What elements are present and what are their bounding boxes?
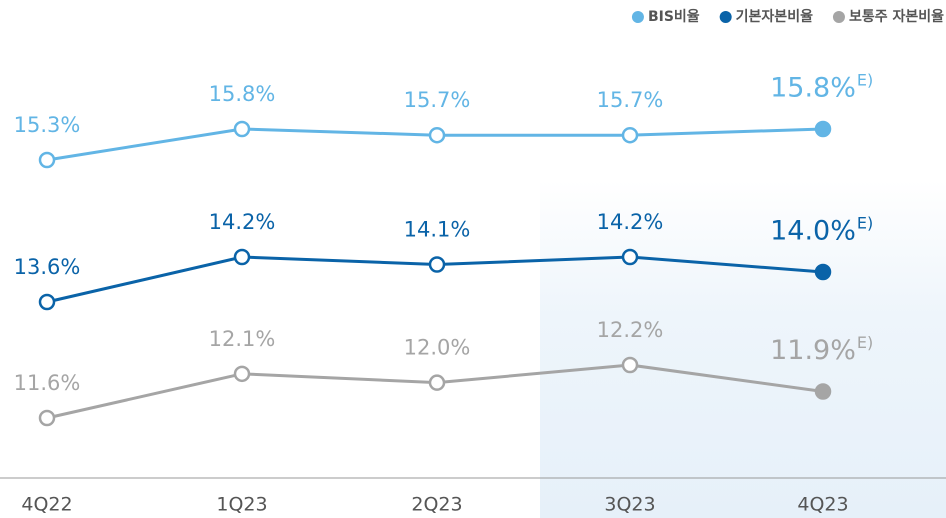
point — [814, 383, 832, 400]
estimate-mark: E) — [857, 333, 873, 352]
estimate-mark: E) — [857, 71, 873, 90]
value-label: 12.2% — [597, 318, 664, 342]
legend-swatch — [719, 11, 732, 23]
value-label: 14.0% — [770, 216, 856, 247]
legend-label: 보통주 자본비율 — [849, 8, 944, 25]
legend-swatch — [631, 11, 644, 23]
point — [233, 120, 251, 138]
point — [233, 248, 251, 266]
highlight-band — [540, 180, 946, 518]
point — [38, 151, 56, 169]
legend-swatch — [832, 11, 845, 23]
estimate-mark: E) — [857, 214, 873, 233]
point — [814, 120, 832, 138]
point — [621, 248, 639, 266]
legend-label: 기본자본비율 — [736, 8, 813, 25]
value-label: 15.7% — [597, 88, 664, 112]
value-label: 14.1% — [404, 218, 471, 242]
value-label: 12.1% — [209, 327, 276, 351]
point — [233, 365, 251, 383]
value-label: 14.2% — [597, 210, 664, 234]
point — [38, 293, 56, 311]
point — [428, 126, 446, 144]
value-label: 11.9% — [770, 335, 856, 366]
x-tick-label: 1Q23 — [216, 494, 267, 516]
point — [428, 374, 446, 391]
legend: 보통주 자본비율 기본자본비율 BIS비율 — [631, 8, 944, 25]
x-tick-label: 3Q23 — [604, 494, 655, 516]
value-label: 15.3% — [14, 113, 81, 137]
legend-label: BIS비율 — [648, 8, 700, 25]
x-tick-label: 2Q23 — [411, 494, 462, 516]
point — [621, 356, 639, 374]
value-label: 11.6% — [14, 371, 81, 395]
x-tick-label: 4Q23 — [797, 494, 848, 516]
point — [428, 256, 446, 273]
value-label: 12.0% — [404, 336, 471, 360]
x-tick-label: 4Q22 — [21, 494, 72, 516]
value-label: 15.8% — [209, 82, 276, 106]
point — [814, 263, 832, 281]
value-label: 15.8% — [770, 73, 856, 104]
point — [38, 409, 56, 427]
point — [621, 126, 639, 144]
value-label: 14.2% — [209, 210, 276, 234]
value-label: 15.7% — [404, 88, 471, 112]
value-label: 13.6% — [14, 255, 81, 279]
